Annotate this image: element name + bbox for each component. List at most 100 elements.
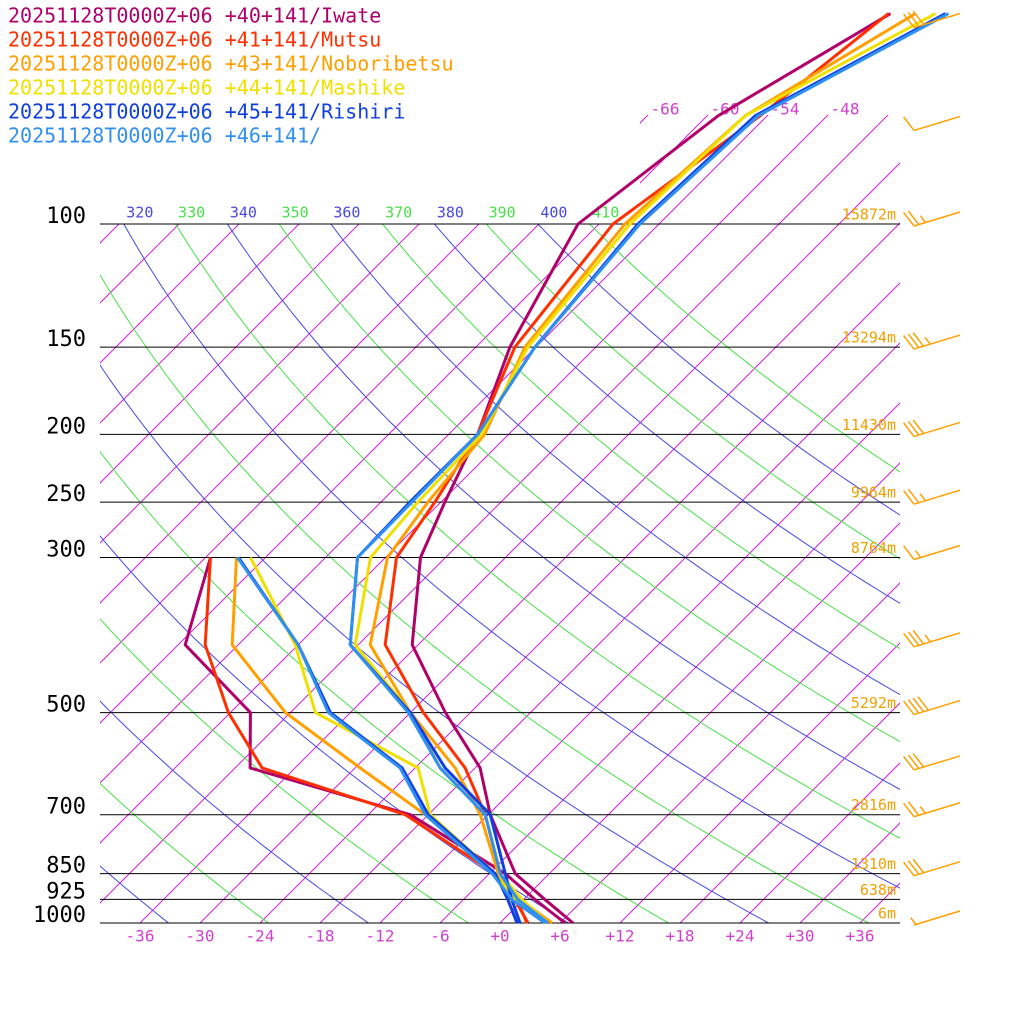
wind-barb: [903, 10, 961, 29]
barb-staff: [913, 910, 961, 926]
wind-barb: [903, 696, 961, 716]
barb-full: [903, 861, 915, 877]
isotherm: [379, 115, 900, 923]
barb-full: [912, 629, 925, 645]
y-tick-label: 700: [46, 795, 86, 820]
wind-barb: [903, 544, 961, 561]
height-label: 13294m: [842, 329, 896, 347]
y-tick-label: 500: [46, 693, 86, 718]
wind-barb: [903, 629, 961, 648]
adiabat-label: 340: [230, 204, 257, 222]
height-label: 5292m: [851, 694, 896, 712]
barb-staff: [913, 12, 961, 29]
isotherm: [199, 115, 900, 923]
barb-staff: [913, 802, 961, 818]
barb-half: [924, 634, 931, 643]
isotherm-label: -48: [831, 100, 860, 119]
x-tick-label: -12: [366, 927, 395, 946]
y-tick-label: 150: [46, 327, 86, 352]
barb-full: [903, 335, 915, 350]
barb-full: [907, 860, 920, 875]
barb-staff: [913, 115, 961, 132]
legend-entry: 20251128T0000Z+06 +40+141/Iwate: [8, 4, 381, 28]
barb-full: [903, 422, 915, 437]
barb-half: [919, 215, 927, 223]
dry-adiabat: [100, 273, 869, 923]
adiabat-label: 390: [489, 204, 516, 222]
wind-barb: [903, 210, 961, 227]
y-tick-label: 100: [46, 204, 86, 229]
barb-staff: [913, 860, 961, 877]
barb-half: [919, 493, 927, 502]
barb-full: [917, 696, 929, 711]
wind-barb: [903, 115, 961, 132]
temperature-line: [368, 12, 917, 925]
barb-full: [903, 545, 915, 560]
isotherm: [439, 115, 900, 923]
barb-full: [907, 333, 920, 349]
temperature-line: [348, 12, 947, 924]
dewpoint-line: [249, 556, 546, 925]
dry-adiabat: [278, 224, 900, 743]
barb-full: [903, 632, 915, 648]
isotherm: [559, 115, 900, 923]
wind-barb: [903, 752, 961, 771]
temperature-line: [348, 12, 950, 925]
dry-adiabat: [100, 700, 369, 923]
height-label: 2816m: [851, 796, 896, 814]
barb-full: [912, 332, 925, 347]
x-tick-label: +24: [726, 927, 755, 946]
x-tick-label: +0: [490, 927, 509, 946]
legend-entry: 20251128T0000Z+06 +45+141/Rishiri: [8, 100, 405, 124]
isotherm: [619, 115, 900, 923]
adiabat-label: 330: [178, 204, 205, 222]
adiabat-label: 360: [333, 204, 360, 222]
x-tick-label: -30: [186, 927, 215, 946]
isotherm: [139, 115, 900, 923]
x-tick-label: -24: [246, 927, 275, 946]
height-label: 638m: [860, 881, 896, 899]
x-tick-label: +18: [666, 927, 695, 946]
barb-full: [912, 752, 925, 768]
legend-entry: 20251128T0000Z+06 +44+141/Mashike: [8, 76, 405, 100]
barb-full: [907, 12, 920, 27]
legend-entry: 20251128T0000Z+06 +41+141/Mutsu: [8, 28, 381, 52]
adiabat-label: 380: [437, 204, 464, 222]
temperature-line: [410, 12, 892, 925]
barb-staff: [913, 699, 961, 716]
barb-half: [914, 550, 922, 558]
isotherm: [100, 115, 900, 923]
x-tick-label: -18: [306, 927, 335, 946]
isotherm: [100, 115, 900, 923]
barb-full: [907, 699, 920, 714]
barb-full: [907, 488, 920, 504]
barb-staff: [913, 334, 961, 350]
barb-staff: [913, 755, 961, 771]
dry-adiabat: [537, 224, 900, 516]
x-tick-label: +12: [606, 927, 635, 946]
barb-full: [903, 116, 915, 131]
x-tick-label: -6: [430, 927, 449, 946]
adiabat-label: 370: [385, 204, 412, 222]
wind-barb: [903, 858, 961, 877]
plot: -36 -30 -24 -18 -12 -6 +0 +6 +12 +18 +24 +30 +36 -66 -…: [8, 4, 961, 946]
y-tick-label: 925: [46, 879, 86, 904]
barb-staff: [913, 632, 961, 648]
barb-full: [907, 210, 920, 226]
dry-adiabat: [100, 535, 569, 923]
wind-barb: [910, 910, 961, 926]
barb-full: [903, 802, 915, 818]
dry-adiabat: [226, 224, 900, 790]
dewpoint-line: [236, 556, 546, 925]
y-tick-label: 850: [46, 854, 86, 879]
isotherm: [499, 115, 900, 923]
dry-adiabat: [382, 224, 900, 650]
barb-half: [910, 917, 917, 925]
height-label: 1310m: [851, 855, 896, 873]
barb-full: [912, 10, 925, 26]
isotherm-label: -60: [711, 100, 740, 119]
y-tick-label: 200: [46, 414, 86, 439]
barb-full: [907, 420, 920, 436]
height-label: 15872m: [842, 206, 896, 224]
